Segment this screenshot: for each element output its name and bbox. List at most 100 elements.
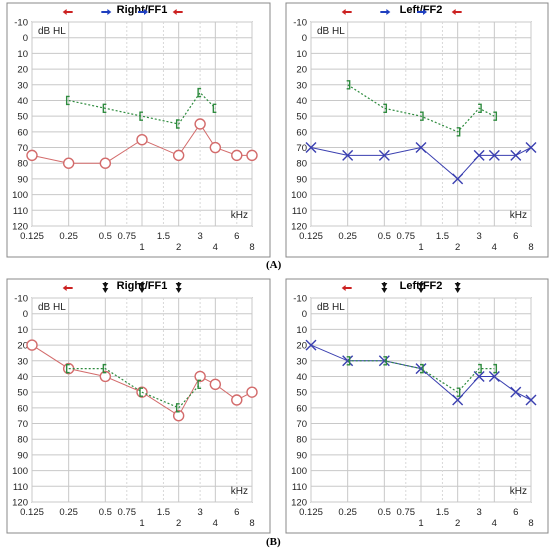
x-tick-label: 0.5 <box>99 507 112 518</box>
cross-stroke <box>305 142 317 154</box>
y-tick-label: 120 <box>291 222 307 233</box>
data-point-bracket <box>346 80 351 90</box>
x-tick-label: 0.125 <box>299 507 323 518</box>
y-axis-label: dB HL <box>38 26 66 37</box>
data-point-cross <box>488 370 500 382</box>
cross-stroke <box>510 386 522 398</box>
y-tick-label: 10 <box>17 49 28 60</box>
y-tick-label: 20 <box>296 65 307 76</box>
y-tick-label: 40 <box>17 372 28 383</box>
y-tick-label: 30 <box>17 80 28 91</box>
arrow-head <box>451 9 456 15</box>
data-point-cross <box>452 394 464 406</box>
data-point-bracket <box>420 111 424 121</box>
cross-stroke <box>378 149 390 161</box>
data-point-cross <box>415 363 427 375</box>
y-tick-label: 80 <box>296 435 307 446</box>
y-tick-label: -10 <box>14 18 28 29</box>
x-tick-label: 4 <box>492 518 497 529</box>
data-point-bracket <box>65 95 70 106</box>
data-point-circle <box>172 409 185 422</box>
x-tick-label: 0.125 <box>20 507 44 518</box>
y-tick-label: 50 <box>17 388 28 399</box>
y-tick-label: 50 <box>296 112 307 123</box>
arrow-head <box>102 283 109 288</box>
x-tick-label: 0.5 <box>378 507 391 518</box>
audiogram-a-left: Left/FF2 -10 0 10 20 30 40 50 60 70 80 90 100 110 120 d… <box>285 2 549 258</box>
y-tick-label: 30 <box>296 80 307 91</box>
header-arrow-icon <box>381 282 388 293</box>
x-tick-label: 2 <box>455 518 460 529</box>
data-point-bracket <box>383 356 388 366</box>
arrow-head <box>418 288 424 293</box>
y-axis-label: dB HL <box>38 302 66 313</box>
cross-stroke <box>452 173 464 185</box>
x-tick-label: 4 <box>213 518 218 529</box>
x-tick-label: 4 <box>492 242 497 253</box>
data-point-cross <box>525 394 537 406</box>
arrow-head <box>107 9 112 15</box>
x-tick-label: 0.25 <box>338 231 357 242</box>
cross-stroke <box>525 142 537 154</box>
data-point-cross <box>510 386 522 398</box>
header-arrow-icon <box>454 282 461 293</box>
arrow-head <box>139 283 145 288</box>
x-axis-label: kHz <box>231 486 248 497</box>
y-tick-label: 70 <box>296 419 307 430</box>
x-tick-label: 6 <box>234 231 239 242</box>
cross-stroke <box>473 149 485 161</box>
data-point-bracket <box>175 119 180 129</box>
y-tick-label: 120 <box>12 222 28 233</box>
header-arrow-icon <box>451 9 462 15</box>
cross-stroke <box>415 363 427 375</box>
x-tick-label: 1.5 <box>436 507 449 518</box>
data-point-bracket <box>383 103 388 114</box>
data-point-bracket <box>139 111 143 121</box>
y-tick-label: 0 <box>302 33 307 44</box>
data-point-bracket <box>478 363 482 374</box>
cross-stroke <box>452 394 464 406</box>
header-arrow-icon <box>62 285 73 291</box>
audiogram-b-right: Right/FF1-100102030405060708090100110120… <box>6 278 271 534</box>
x-tick-label: 8 <box>528 242 533 253</box>
y-tick-label: 110 <box>292 482 307 493</box>
x-tick-label: 4 <box>213 242 218 253</box>
arrow-head <box>62 9 67 15</box>
y-tick-label: 60 <box>17 403 28 414</box>
series-line <box>68 91 216 125</box>
data-point-circle <box>209 141 222 154</box>
y-tick-label: 90 <box>296 174 307 185</box>
y-tick-label: 10 <box>296 49 307 60</box>
data-point-cross <box>452 173 464 185</box>
y-tick-label: 80 <box>17 435 28 446</box>
arrow-head <box>102 288 109 293</box>
header-arrow-icon <box>172 9 183 15</box>
y-tick-label: 30 <box>296 356 307 367</box>
data-point-bracket <box>197 379 202 390</box>
y-tick-label: 70 <box>296 143 307 154</box>
y-tick-label: 120 <box>291 498 307 509</box>
y-tick-label: 60 <box>296 403 307 414</box>
y-tick-label: 110 <box>13 206 28 217</box>
data-point-circle <box>26 149 38 162</box>
y-tick-label: 0 <box>302 309 307 320</box>
data-point-bracket <box>102 363 107 374</box>
chart-title: Left/FF2 <box>400 4 443 16</box>
x-tick-label: 3 <box>197 507 202 518</box>
y-tick-label: 100 <box>291 190 307 201</box>
x-tick-label: 3 <box>476 231 481 242</box>
header-arrow-icon <box>139 282 145 293</box>
y-tick-label: -10 <box>293 18 307 29</box>
cross-stroke <box>510 149 522 161</box>
x-tick-label: 0.75 <box>118 231 137 242</box>
x-tick-label: 8 <box>528 518 533 529</box>
x-tick-label: 0.25 <box>59 507 78 518</box>
arrow-head <box>144 9 148 15</box>
y-axis-label: dB HL <box>317 302 345 313</box>
x-tick-label: 6 <box>513 507 518 518</box>
y-tick-label: 80 <box>296 159 307 170</box>
panel-label-a: (A) <box>266 259 282 271</box>
x-tick-label: 2 <box>176 242 181 253</box>
header-arrow-icon <box>138 9 148 15</box>
data-point-bracket <box>212 103 217 114</box>
